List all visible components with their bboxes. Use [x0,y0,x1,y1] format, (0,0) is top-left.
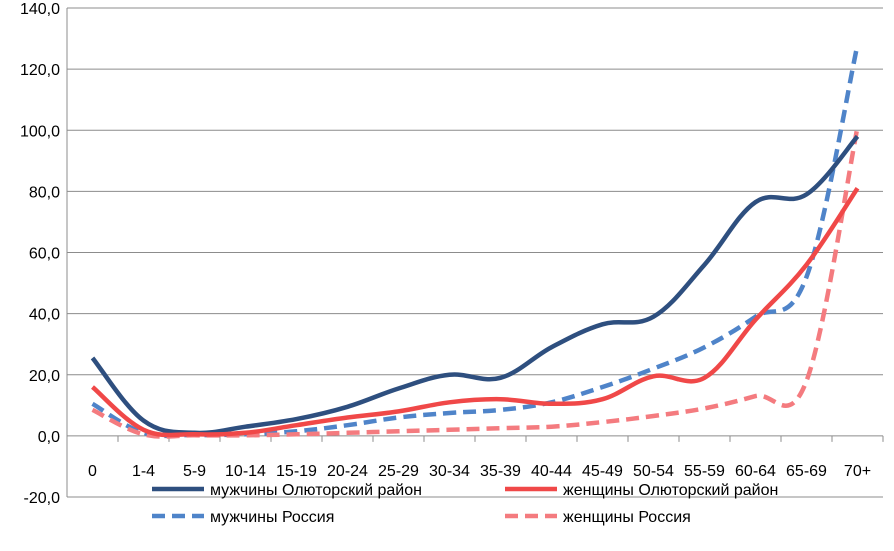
legend-label: мужчины Олюторский район [210,482,422,499]
x-tick-label: 40-44 [531,463,572,480]
gridlines [67,7,883,498]
x-tick-label: 25-29 [378,463,419,480]
series-lines [90,44,860,439]
legend-label: женщины Россия [563,509,691,526]
x-tick-label: 30-34 [429,463,470,480]
y-tick-label: -20,0 [24,490,61,507]
x-tick-label: 15-19 [276,463,317,480]
x-tick-label: 65-69 [786,463,827,480]
x-tick-label: 35-39 [480,463,521,480]
y-axis: -20,0 0,0 20,0 40,0 60,0 80,0 100,0 120,0 140,0 [20,1,68,507]
x-tick-label: 20-24 [327,463,368,480]
y-tick-label: 60,0 [29,246,60,263]
y-tick-label: 80,0 [29,184,60,201]
series-line [91,126,860,439]
x-tick-label: 70+ [844,463,871,480]
x-tick-label: 0 [88,463,97,480]
legend: мужчины Олюторский район женщины Олюторск… [152,482,778,526]
legend-label: женщины Олюторский район [563,482,778,499]
legend-label: мужчины Россия [210,509,334,526]
x-tick-label: 55-59 [684,463,725,480]
y-tick-label: 20,0 [29,368,60,385]
x-axis: 0 1-4 5-9 10-14 15-19 20-24 25-29 30-34 35-39 40-… [66,435,884,480]
y-tick-label: 140,0 [20,1,60,18]
y-tick-label: 100,0 [20,123,60,140]
y-tick-label: 40,0 [29,307,60,324]
series-line [90,134,860,436]
x-tick-label: 50-54 [633,463,674,480]
x-tick-label: 45-49 [582,463,623,480]
x-tick-label: 1-4 [132,463,155,480]
series-line [91,187,860,438]
x-tick-label: 60-64 [735,463,776,480]
y-tick-label: 120,0 [20,62,60,79]
x-tick-label: 10-14 [225,463,266,480]
x-tick-label: 5-9 [183,463,206,480]
y-tick-label: 0,0 [38,429,60,446]
